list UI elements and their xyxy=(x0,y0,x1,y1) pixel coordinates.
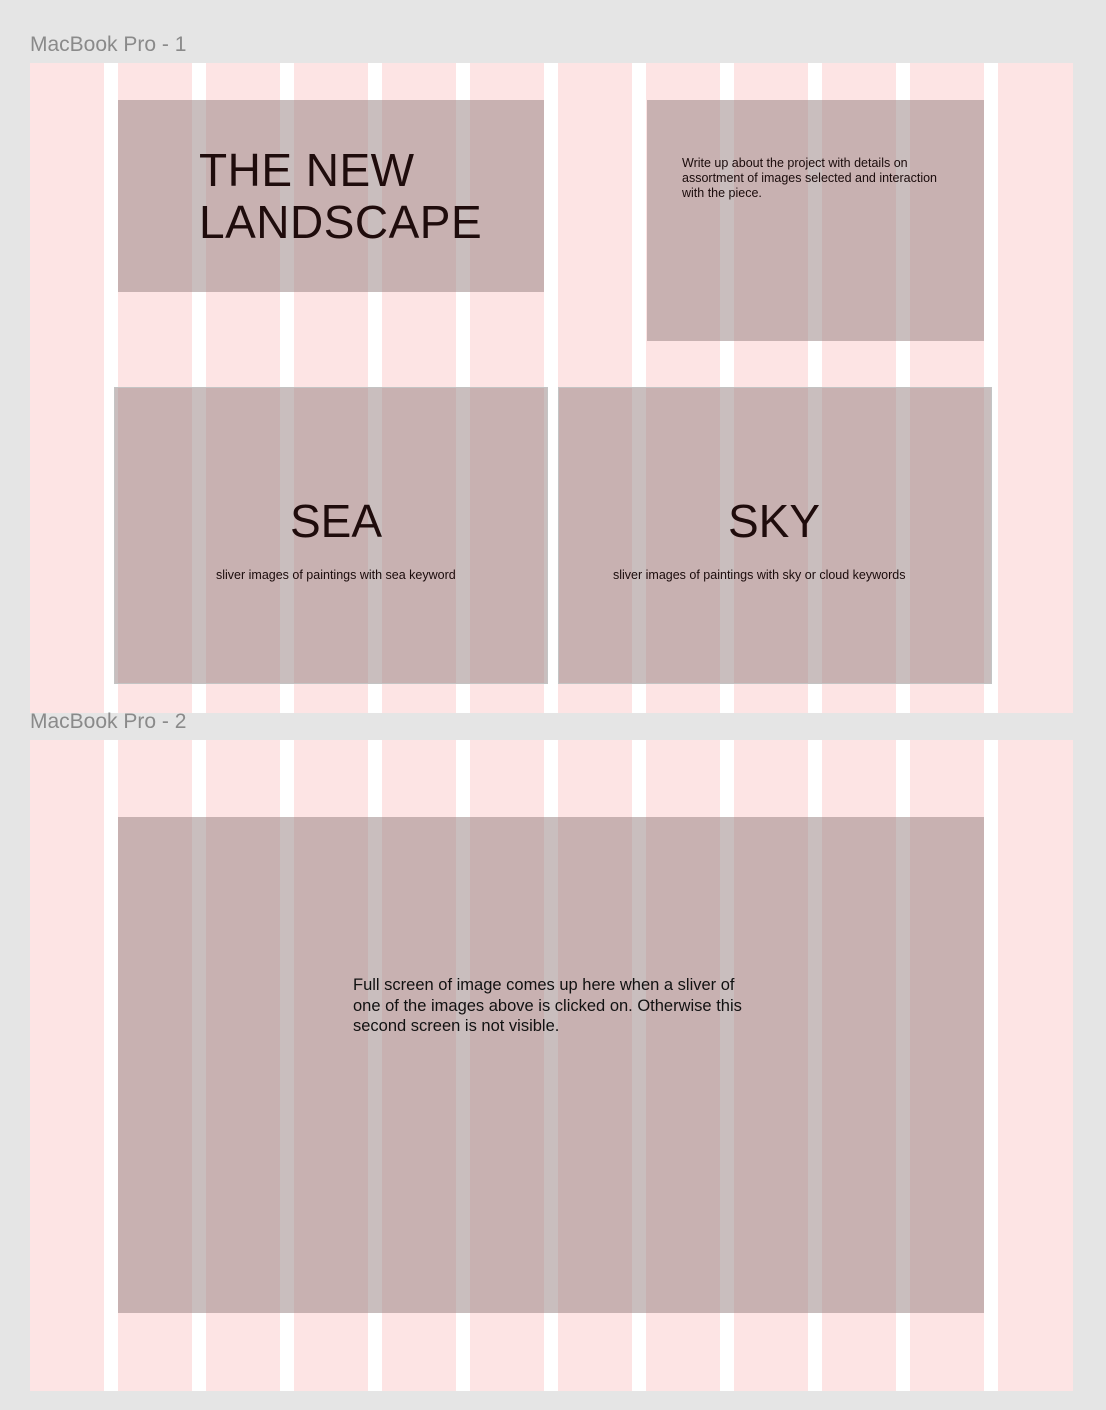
writeup-text: Write up about the project with details … xyxy=(682,156,937,200)
frame-label-macbook-pro-1: MacBook Pro - 1 xyxy=(30,33,187,56)
title-box: THE NEW LANDSCAPE xyxy=(118,100,544,292)
fullscreen-image-box: Full screen of image comes up here when … xyxy=(118,817,984,1313)
sea-caption: sliver images of paintings with sea keyw… xyxy=(216,568,456,582)
sky-box[interactable]: SKY sliver images of paintings with sky … xyxy=(559,388,991,683)
sky-caption: sliver images of paintings with sky or c… xyxy=(613,568,906,582)
sea-box-border xyxy=(114,387,548,684)
frame-label-macbook-pro-2: MacBook Pro - 2 xyxy=(30,710,187,733)
sea-heading: SEA xyxy=(289,495,383,547)
layout-grid-gutter xyxy=(104,740,118,1391)
title: THE NEW LANDSCAPE xyxy=(199,144,482,248)
frame-macbook-pro-1[interactable]: THE NEW LANDSCAPE Write up about the pro… xyxy=(30,63,1073,713)
title-line-1: THE NEW xyxy=(199,144,415,196)
layout-grid-gutter xyxy=(984,740,998,1391)
sky-heading: SKY xyxy=(727,495,821,547)
fullscreen-text: Full screen of image comes up here when … xyxy=(353,976,742,1035)
title-line-2: LANDSCAPE xyxy=(199,196,483,248)
sky-box-border xyxy=(558,387,992,684)
frame-macbook-pro-2[interactable]: Full screen of image comes up here when … xyxy=(30,740,1073,1391)
sea-box[interactable]: SEA sliver images of paintings with sea … xyxy=(115,388,547,683)
writeup-box: Write up about the project with details … xyxy=(647,100,984,341)
